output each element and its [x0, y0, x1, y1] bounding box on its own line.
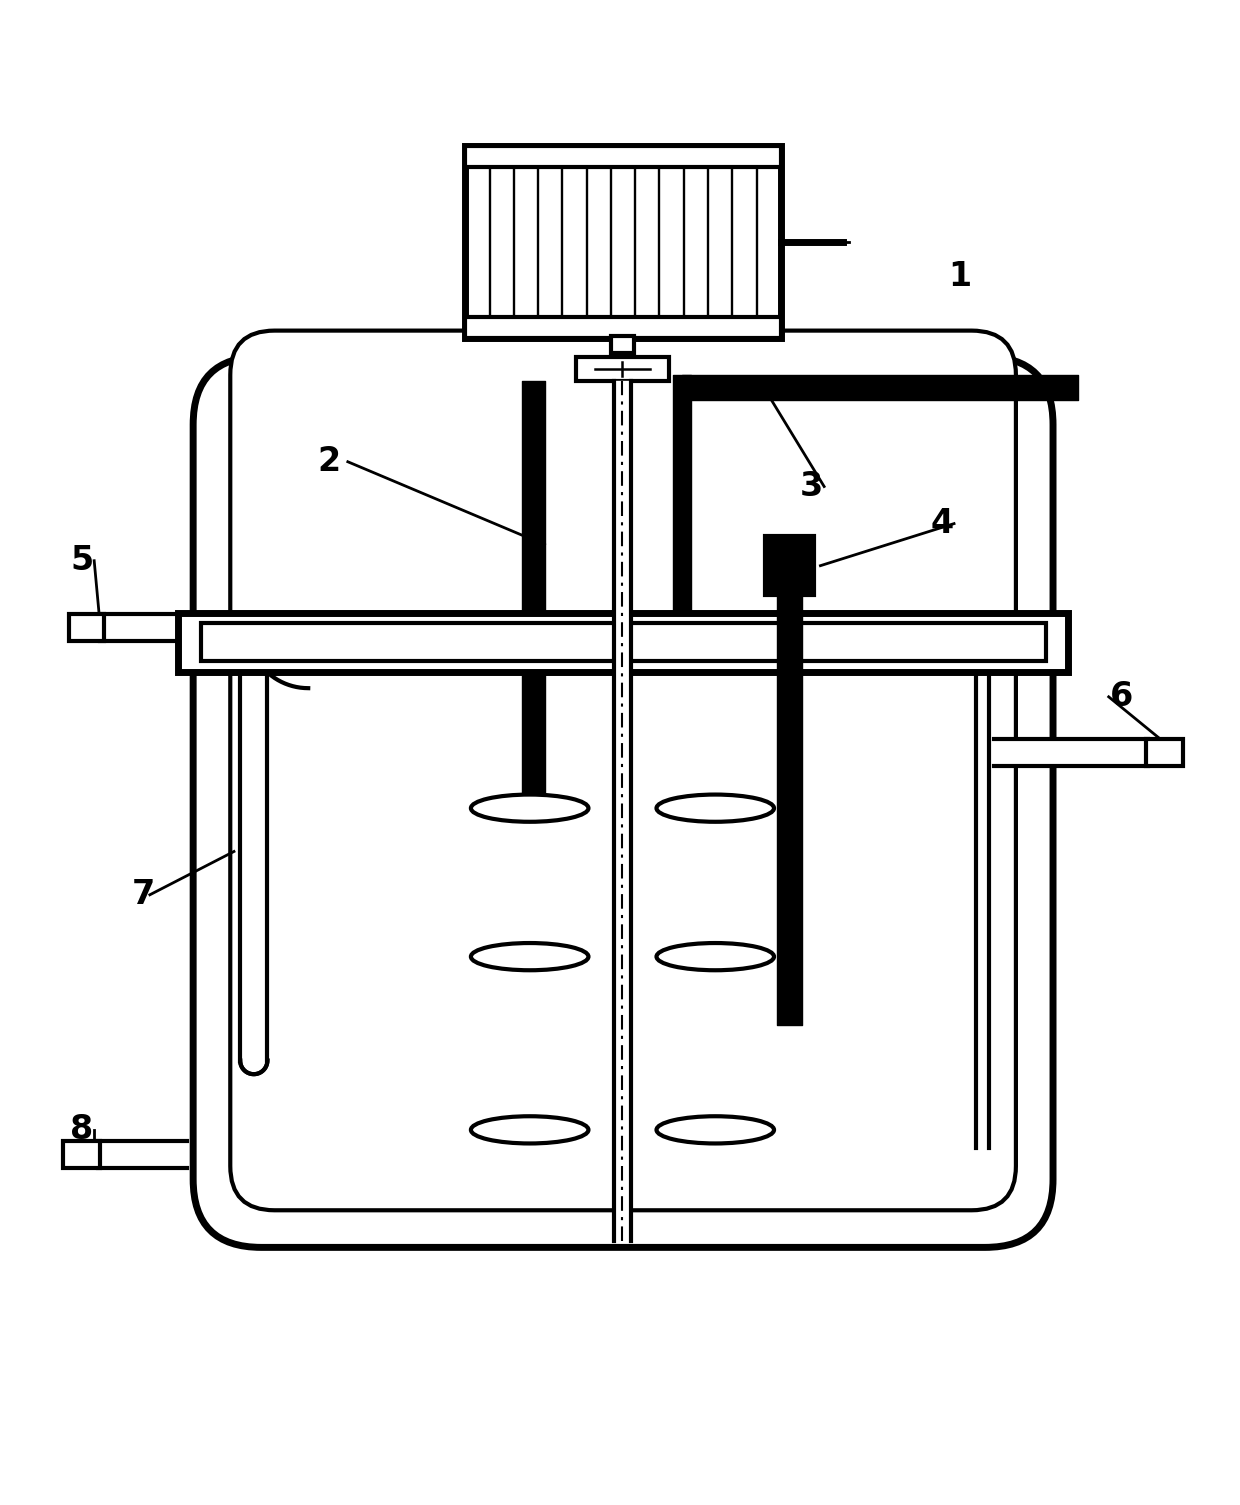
Text: 1: 1: [949, 260, 972, 292]
Bar: [63, 1141, 100, 1168]
Bar: [577, 357, 668, 381]
Bar: [179, 613, 1068, 673]
Text: 7: 7: [131, 879, 155, 912]
Bar: [765, 536, 815, 596]
Bar: [69, 614, 104, 641]
Bar: [201, 623, 1045, 661]
Bar: [611, 336, 634, 352]
FancyBboxPatch shape: [193, 357, 1053, 1248]
Ellipse shape: [656, 1117, 774, 1144]
Bar: [1146, 739, 1183, 766]
Text: 5: 5: [71, 545, 93, 578]
Ellipse shape: [471, 944, 589, 971]
Text: 6: 6: [1110, 680, 1132, 713]
Bar: [465, 318, 781, 339]
FancyBboxPatch shape: [231, 331, 1016, 1210]
Ellipse shape: [656, 795, 774, 822]
Bar: [465, 146, 781, 167]
Text: 4: 4: [930, 507, 954, 540]
Ellipse shape: [471, 1117, 589, 1144]
Text: 2: 2: [317, 445, 341, 479]
Text: 3: 3: [800, 470, 823, 503]
Ellipse shape: [656, 944, 774, 971]
Text: 8: 8: [71, 1114, 93, 1147]
Ellipse shape: [471, 795, 589, 822]
Bar: [465, 146, 781, 339]
